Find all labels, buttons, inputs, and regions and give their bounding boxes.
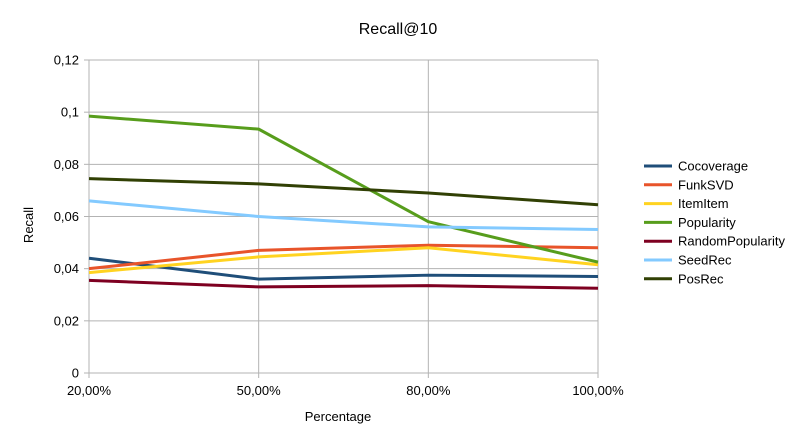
legend-label: RandomPopularity xyxy=(678,234,785,249)
series-line-randompopularity xyxy=(88,278,599,290)
legend-label: Cocoverage xyxy=(678,159,748,174)
y-tick-label: 0,08 xyxy=(54,157,79,172)
legend-item-randompopularity: RandomPopularity xyxy=(644,234,785,249)
legend-label: FunkSVD xyxy=(678,177,734,192)
series-line-posrec xyxy=(88,177,599,207)
legend-label: PosRec xyxy=(678,271,724,286)
legend-item-popularity: Popularity xyxy=(644,215,736,230)
x-tick-label: 80,00% xyxy=(406,383,451,398)
y-tick-label: 0,12 xyxy=(54,53,79,68)
y-tick-label: 0 xyxy=(72,366,79,381)
legend-label: ItemItem xyxy=(678,196,729,211)
grid-lines xyxy=(88,59,599,374)
y-tick-label: 0,06 xyxy=(54,209,79,224)
x-tick-label: 20,00% xyxy=(67,383,112,398)
x-axis-title: Percentage xyxy=(305,409,372,424)
legend-item-itemitem: ItemItem xyxy=(644,196,729,211)
y-axis-title: Recall xyxy=(21,207,36,243)
series-line-cocoverage xyxy=(88,256,599,281)
series-line-itemitem xyxy=(88,246,599,275)
legend-item-posrec: PosRec xyxy=(644,271,724,286)
legend: Cocoverage FunkSVD ItemItem Popularity Rando… xyxy=(644,159,785,286)
series-line-seedrec xyxy=(88,199,599,232)
legend-item-seedrec: SeedRec xyxy=(644,253,732,268)
legend-item-cocoverage: Cocoverage xyxy=(644,159,748,174)
series-lines xyxy=(88,114,599,290)
x-tick-label: 50,00% xyxy=(237,383,282,398)
legend-item-funksvd: FunkSVD xyxy=(644,177,734,192)
legend-label: SeedRec xyxy=(678,253,732,268)
y-tick-label: 0,04 xyxy=(54,261,79,276)
series-line-popularity xyxy=(88,114,599,264)
y-tick-label: 0,02 xyxy=(54,313,79,328)
x-tick-label: 100,00% xyxy=(572,383,624,398)
legend-label: Popularity xyxy=(678,215,736,230)
y-tick-label: 0,1 xyxy=(61,105,79,120)
series-line-funksvd xyxy=(88,243,599,271)
chart-title: Recall@10 xyxy=(359,21,438,38)
axes: 0 0,02 0,04 0,06 0,08 0,1 0,12 20,00% 50,00% 80,0… xyxy=(54,53,624,399)
